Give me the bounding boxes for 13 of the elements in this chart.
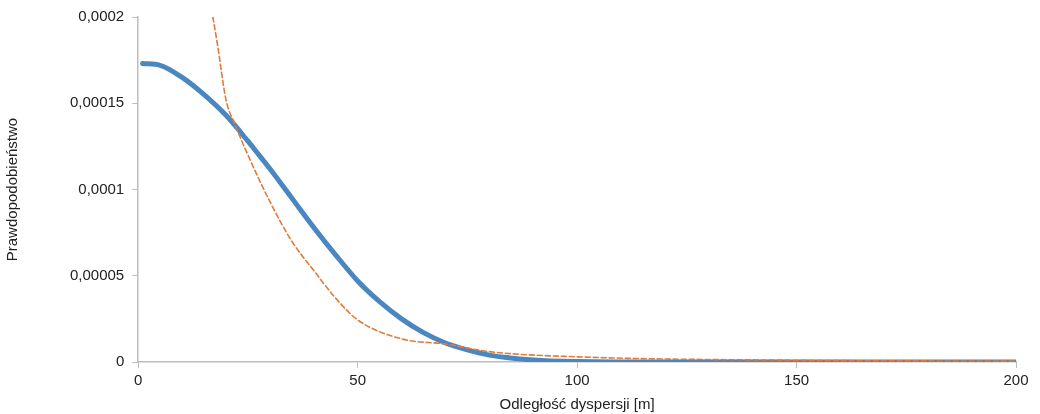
x-tick-label: 100	[564, 371, 590, 389]
line-series	[212, 17, 1016, 362]
y-axis-title: Prawdopodobieństwo	[3, 117, 21, 262]
y-tick-label: 0,0002	[78, 7, 125, 25]
y-tick-label: 0,00005	[69, 265, 125, 283]
x-tick-label: 0	[134, 371, 143, 389]
x-tick-label: 50	[349, 371, 367, 389]
y-tick-label: 0,0001	[78, 179, 125, 197]
y-tick-label: 0,00015	[69, 93, 125, 111]
y-tick-label: 0	[115, 352, 125, 370]
x-tick-label: 150	[784, 371, 810, 389]
x-axis-title: Odległość dyspersji [m]	[499, 395, 655, 413]
x-tick-label: 200	[1003, 371, 1029, 389]
